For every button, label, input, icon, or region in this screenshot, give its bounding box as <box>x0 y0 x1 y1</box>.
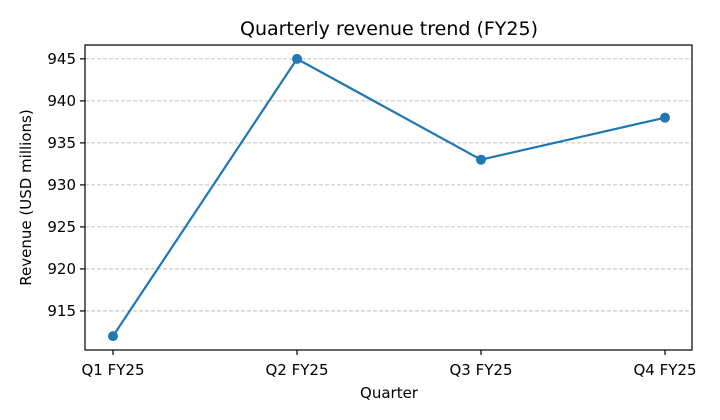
y-tick-label: 940 <box>47 92 76 110</box>
y-tick-label: 920 <box>47 260 76 278</box>
y-tick-label: 935 <box>47 134 76 152</box>
data-point <box>108 331 118 342</box>
y-tick-label: 930 <box>47 176 76 194</box>
y-tick-label: 915 <box>47 302 76 320</box>
x-tick-label: Q2 FY25 <box>266 361 329 379</box>
x-tick-label: Q4 FY25 <box>634 361 697 379</box>
data-point <box>292 53 302 64</box>
data-point <box>660 112 670 123</box>
series-line <box>112 57 666 337</box>
y-axis-label: Revenue (USD millions) <box>17 109 35 285</box>
x-axis-label: Quarter <box>360 384 419 402</box>
series-layer <box>108 53 670 342</box>
y-tick-label: 945 <box>47 50 76 68</box>
chart-title: Quarterly revenue trend (FY25) <box>240 18 538 40</box>
plot-frame <box>84 44 693 351</box>
x-tick-label: Q3 FY25 <box>450 361 513 379</box>
y-tick-label: 925 <box>47 218 76 236</box>
grid-layer <box>85 58 692 312</box>
data-point <box>476 154 486 165</box>
x-tick-label: Q1 FY25 <box>82 361 145 379</box>
tick-layer: 915 920 925 930 935 940 945 Q1 FY25 Q2 FY25 Q3 FY… <box>47 50 696 379</box>
